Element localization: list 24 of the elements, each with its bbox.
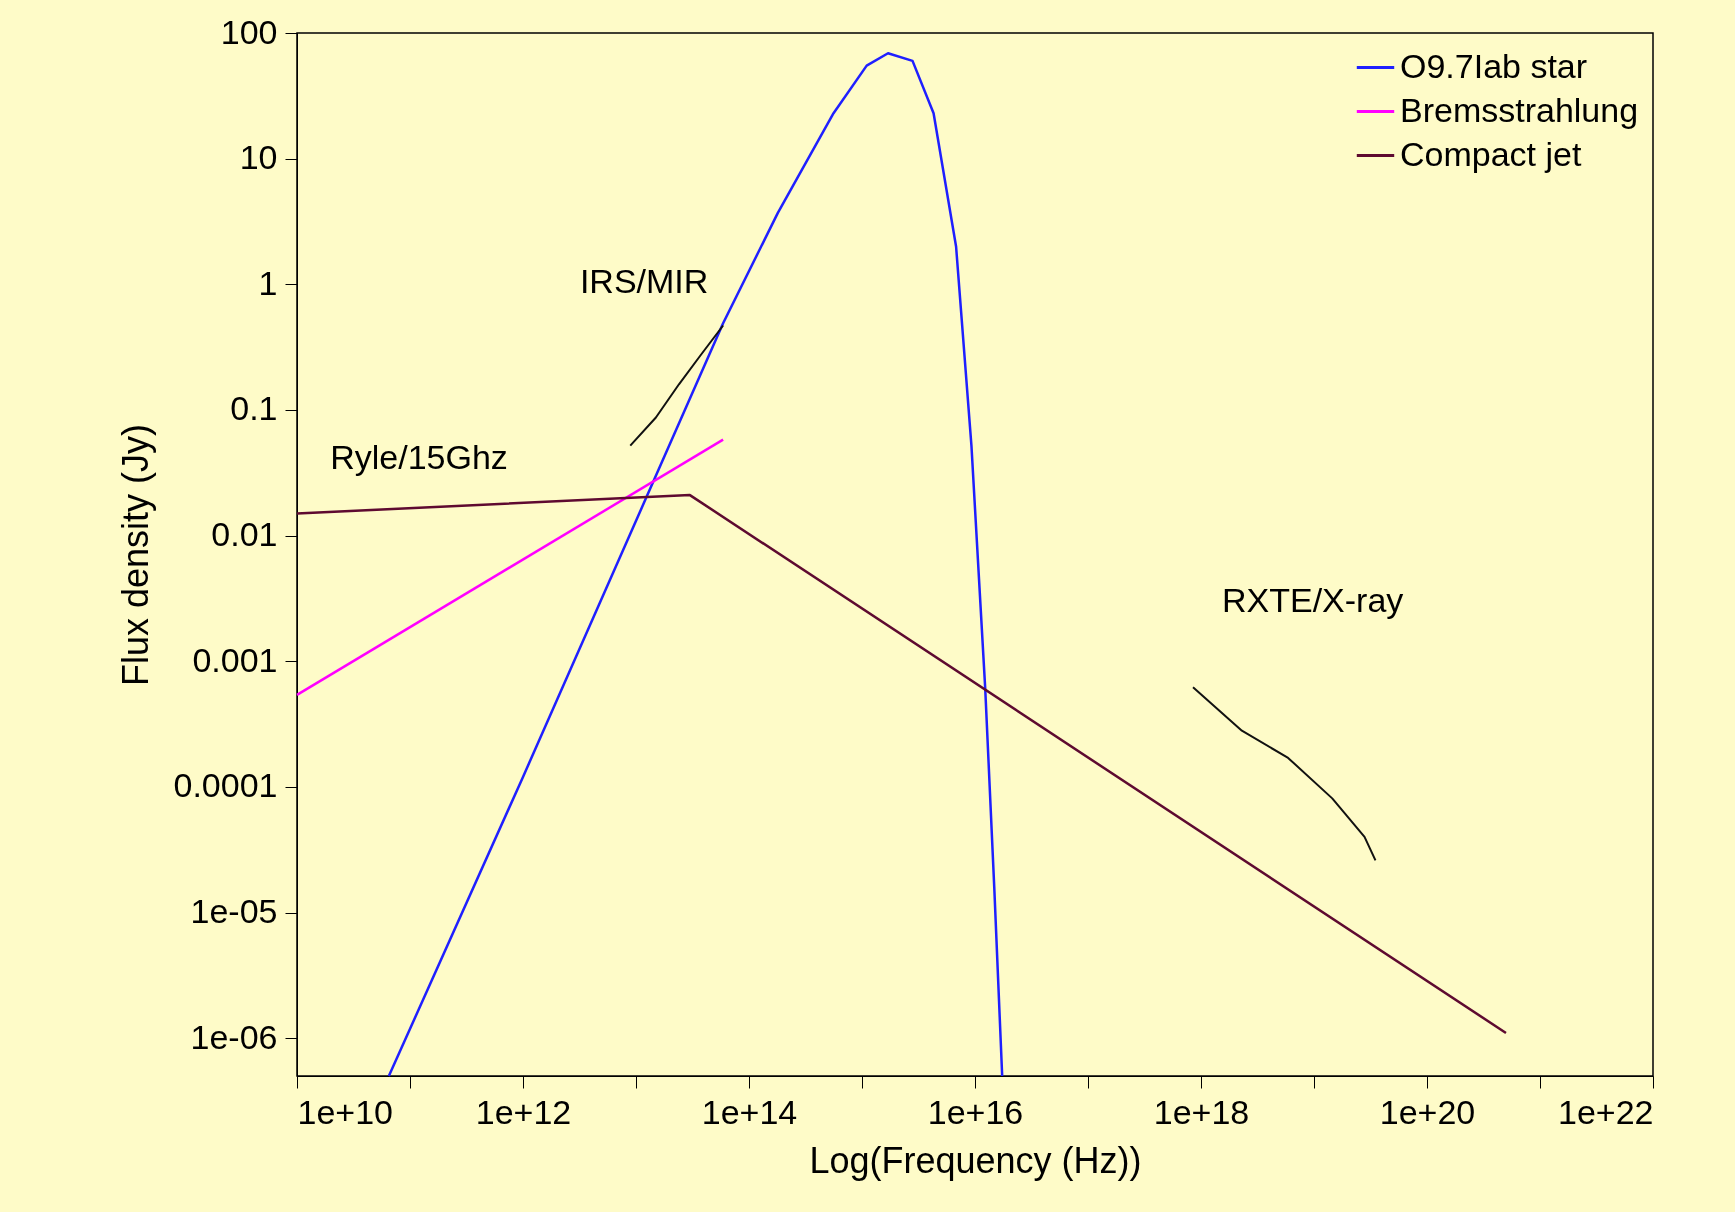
x-tick-label: 1e+18 (1153, 1092, 1250, 1131)
x-axis-title: Log(Frequency (Hz)) (809, 1139, 1142, 1181)
y-tick-label: 0.001 (192, 640, 278, 679)
y-tick-label: 1 (258, 263, 278, 302)
x-tick-label: 1e+20 (1379, 1092, 1476, 1131)
legend-label: Compact jet (1400, 134, 1582, 173)
y-tick-label: 1e-06 (190, 1017, 278, 1056)
x-tick-label: 1e+12 (475, 1092, 572, 1131)
legend-label: O9.7Iab star (1400, 46, 1588, 85)
y-tick-label: 0.0001 (173, 766, 278, 805)
y-tick-label: 10 (239, 138, 278, 177)
annotation: RXTE/X-ray (1221, 581, 1404, 620)
x-tick-label: 1e+22 (1558, 1092, 1654, 1131)
x-tick-label: 1e+16 (927, 1092, 1024, 1131)
y-tick-label: 0.1 (230, 389, 278, 428)
x-tick-label: 1e+10 (297, 1092, 393, 1131)
y-tick-label: 0.01 (211, 515, 278, 554)
annotation: Ryle/15Ghz (330, 437, 508, 476)
y-tick-label: 1e-05 (190, 892, 278, 931)
y-tick-label: 100 (220, 12, 278, 51)
y-axis-title: Flux density (Jy) (114, 423, 156, 687)
x-tick-label: 1e+14 (701, 1092, 798, 1131)
annotation: IRS/MIR (579, 262, 709, 301)
legend-label: Bremsstrahlung (1400, 90, 1639, 129)
